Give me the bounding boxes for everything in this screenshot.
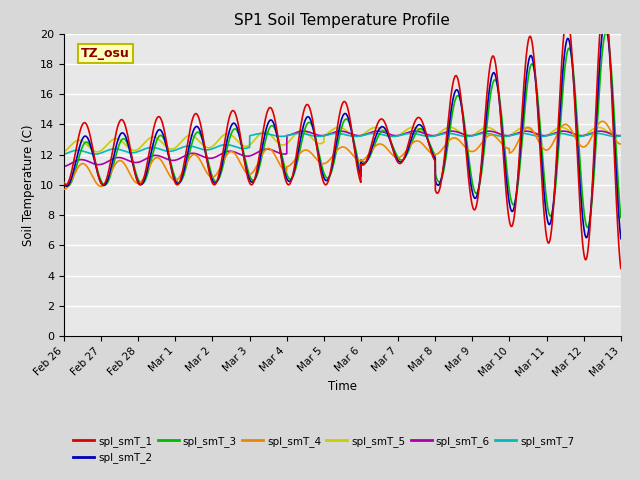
spl_smT_3 (617, 215, 625, 220)
spl_smT_6 (60, 164, 68, 169)
spl_smT_7 (259, 131, 266, 136)
spl_smT_4 (445, 138, 452, 144)
Line: spl_smT_1: spl_smT_1 (64, 0, 621, 268)
spl_smT_3 (127, 152, 135, 157)
spl_smT_6 (127, 159, 135, 165)
Line: spl_smT_5: spl_smT_5 (64, 127, 621, 152)
spl_smT_1 (127, 150, 135, 156)
Line: spl_smT_2: spl_smT_2 (64, 21, 621, 239)
spl_smT_7 (126, 150, 134, 156)
Text: TZ_osu: TZ_osu (81, 47, 129, 60)
spl_smT_4 (490, 133, 498, 139)
spl_smT_3 (445, 136, 452, 142)
spl_smT_5 (60, 149, 68, 155)
spl_smT_6 (95, 162, 103, 168)
spl_smT_7 (127, 150, 135, 156)
spl_smT_2 (127, 153, 135, 159)
spl_smT_2 (126, 150, 134, 156)
Line: spl_smT_6: spl_smT_6 (64, 131, 621, 167)
Legend: spl_smT_1, spl_smT_2, spl_smT_3, spl_smT_4, spl_smT_5, spl_smT_6, spl_smT_7: spl_smT_1, spl_smT_2, spl_smT_3, spl_smT… (69, 432, 579, 468)
spl_smT_1 (233, 116, 241, 122)
spl_smT_7 (445, 131, 452, 136)
spl_smT_6 (490, 129, 498, 135)
spl_smT_1 (60, 180, 68, 186)
spl_smT_2 (60, 181, 68, 187)
spl_smT_7 (233, 144, 241, 150)
spl_smT_2 (617, 236, 625, 241)
spl_smT_5 (126, 146, 134, 152)
spl_smT_7 (490, 132, 498, 138)
spl_smT_2 (95, 175, 103, 181)
spl_smT_5 (95, 149, 103, 155)
spl_smT_1 (95, 175, 103, 181)
spl_smT_5 (233, 138, 241, 144)
spl_smT_3 (602, 29, 610, 35)
spl_smT_4 (598, 119, 606, 124)
spl_smT_6 (126, 158, 134, 164)
Line: spl_smT_4: spl_smT_4 (64, 121, 621, 189)
spl_smT_2 (445, 126, 452, 132)
spl_smT_5 (335, 124, 342, 130)
spl_smT_4 (617, 141, 625, 147)
spl_smT_1 (445, 113, 452, 119)
spl_smT_7 (60, 152, 68, 157)
spl_smT_4 (95, 183, 103, 189)
spl_smT_4 (127, 173, 135, 179)
spl_smT_7 (95, 151, 103, 156)
Line: spl_smT_7: spl_smT_7 (64, 133, 621, 155)
spl_smT_6 (300, 128, 307, 134)
spl_smT_1 (490, 54, 498, 60)
Y-axis label: Soil Temperature (C): Soil Temperature (C) (22, 124, 35, 246)
spl_smT_6 (233, 150, 241, 156)
spl_smT_2 (601, 18, 609, 24)
spl_smT_5 (490, 127, 498, 133)
spl_smT_6 (617, 132, 625, 138)
spl_smT_1 (617, 265, 625, 271)
spl_smT_5 (617, 132, 625, 138)
spl_smT_4 (60, 186, 68, 192)
spl_smT_3 (233, 128, 241, 133)
spl_smT_2 (490, 70, 498, 76)
spl_smT_5 (127, 146, 135, 152)
spl_smT_2 (233, 125, 241, 131)
Line: spl_smT_3: spl_smT_3 (64, 32, 621, 228)
spl_smT_3 (126, 149, 134, 155)
spl_smT_3 (584, 225, 591, 230)
spl_smT_3 (95, 173, 103, 179)
spl_smT_6 (445, 129, 452, 134)
Title: SP1 Soil Temperature Profile: SP1 Soil Temperature Profile (234, 13, 451, 28)
spl_smT_7 (617, 133, 625, 139)
spl_smT_1 (126, 145, 134, 151)
spl_smT_4 (126, 171, 134, 177)
X-axis label: Time: Time (328, 380, 357, 393)
spl_smT_5 (445, 125, 452, 131)
spl_smT_3 (60, 180, 68, 185)
spl_smT_4 (233, 154, 241, 160)
spl_smT_3 (490, 78, 498, 84)
